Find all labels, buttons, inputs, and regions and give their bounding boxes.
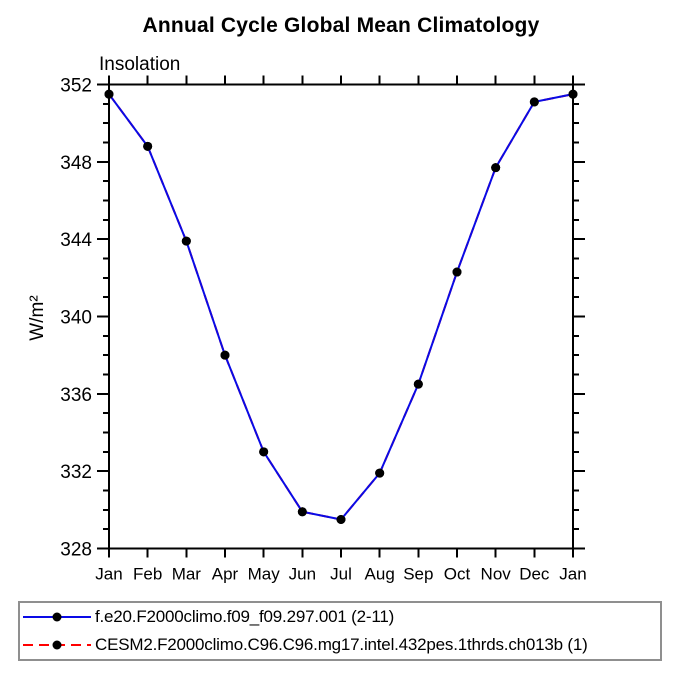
chart-title: Annual Cycle Global Mean Climatology [142, 14, 540, 37]
x-tick-label: Apr [212, 565, 239, 584]
legend-dashed-line-sample [23, 640, 91, 650]
legend-entry: f.e20.F2000climo.f09_f09.297.001 (2-11) [20, 603, 660, 631]
legend-solid-line-sample [23, 612, 91, 622]
legend-marker-dot [52, 640, 62, 650]
y-tick-label: 344 [60, 230, 92, 251]
data-point-marker [491, 163, 501, 173]
x-tick-label: Nov [481, 565, 512, 584]
legend-label: CESM2.F2000climo.C96.C96.mg17.intel.432p… [95, 635, 588, 654]
x-tick-label: May [248, 565, 281, 584]
legend-entry: CESM2.F2000climo.C96.C96.mg17.intel.432p… [20, 631, 660, 659]
y-tick-label: 340 [60, 308, 92, 329]
data-point-marker [413, 379, 423, 389]
x-tick-label: Aug [365, 565, 395, 584]
data-point-marker [336, 515, 346, 524]
data-point-marker [143, 141, 153, 151]
x-tick-label: Jan [559, 565, 586, 584]
legend: f.e20.F2000climo.f09_f09.297.001 (2-11) … [18, 601, 662, 661]
y-tick-label: 352 [60, 76, 92, 97]
y-tick-label: 336 [60, 385, 92, 406]
y-tick-label: 328 [60, 540, 92, 561]
data-point-marker [452, 267, 462, 277]
data-point-marker [181, 236, 191, 246]
x-tick-label: Jul [330, 565, 352, 584]
data-point-marker [220, 350, 230, 360]
y-tick-label: 348 [60, 153, 92, 174]
x-tick-label: Jan [95, 565, 122, 584]
legend-marker-dot [52, 612, 62, 622]
x-tick-label: Mar [172, 565, 202, 584]
data-point-marker [375, 468, 385, 478]
x-tick-label: Sep [403, 565, 433, 584]
data-point-marker [297, 507, 307, 517]
legend-label: f.e20.F2000climo.f09_f09.297.001 (2-11) [95, 607, 395, 626]
x-tick-label: Feb [133, 565, 162, 584]
data-point-marker [568, 89, 578, 99]
x-tick-label: Jun [289, 565, 316, 584]
x-tick-label: Dec [519, 565, 550, 584]
series-line [108, 93, 574, 521]
y-tick-label: 332 [60, 462, 92, 483]
series-line [108, 93, 574, 521]
plot-frame [108, 83, 574, 550]
data-point-marker [104, 89, 114, 99]
chart-subtitle: Insolation [99, 54, 181, 75]
data-point-marker [259, 447, 269, 457]
data-point-marker [529, 97, 539, 107]
x-tick-label: Oct [444, 565, 471, 584]
